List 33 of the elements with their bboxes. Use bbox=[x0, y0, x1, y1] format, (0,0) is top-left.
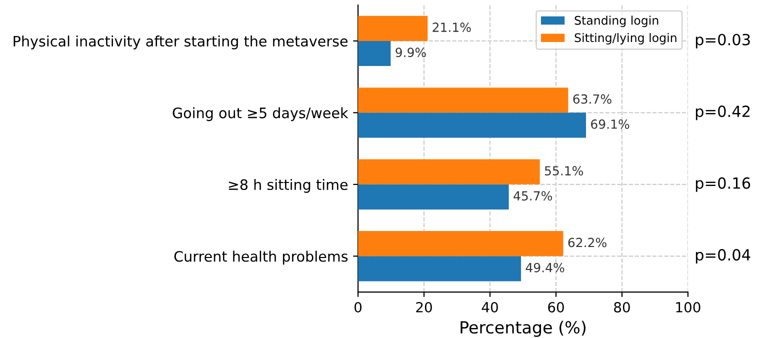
bar bbox=[358, 256, 522, 282]
text: p=0.42 bbox=[696, 106, 750, 120]
bar bbox=[358, 184, 509, 210]
text: p=0.16 bbox=[696, 177, 750, 192]
bar bbox=[358, 112, 586, 138]
y-tick-label: Current health problems bbox=[174, 250, 348, 265]
data-label: 49.4% bbox=[526, 262, 564, 272]
y-tick-label: Going out ≥5 days/week bbox=[172, 107, 348, 122]
x-tick-label: 100 bbox=[676, 302, 700, 313]
x-tick-label: 60 bbox=[548, 302, 564, 313]
data-label: 63.7% bbox=[573, 94, 612, 104]
text: p=0.04 bbox=[696, 249, 750, 264]
legend-label: Standing login bbox=[574, 16, 658, 28]
y-tick-label: Physical inactivity after starting the metaverse bbox=[14, 36, 348, 50]
data-label: 55.1% bbox=[544, 166, 584, 176]
data-label: 21.1% bbox=[432, 22, 471, 32]
x-tick-label: 80 bbox=[614, 302, 630, 313]
bar bbox=[358, 40, 391, 66]
data-label: 62.2% bbox=[568, 238, 606, 248]
bar bbox=[358, 159, 540, 184]
x-axis-title: Percentage (%) bbox=[460, 320, 586, 337]
legend-label: Sitting/lying login bbox=[574, 33, 676, 44]
data-label: 45.7% bbox=[514, 191, 552, 201]
data-label: 69.1% bbox=[591, 119, 630, 129]
x-tick-label: 0 bbox=[354, 302, 362, 313]
x-tick-label: 20 bbox=[416, 302, 432, 313]
bar bbox=[358, 16, 428, 41]
text: p=0.03 bbox=[696, 34, 750, 48]
y-tick-label: ≥8 h sitting time bbox=[228, 178, 348, 193]
x-tick-label: 40 bbox=[482, 302, 498, 313]
bar bbox=[358, 231, 564, 256]
bar bbox=[358, 88, 568, 113]
data-label: 9.9% bbox=[396, 48, 426, 58]
